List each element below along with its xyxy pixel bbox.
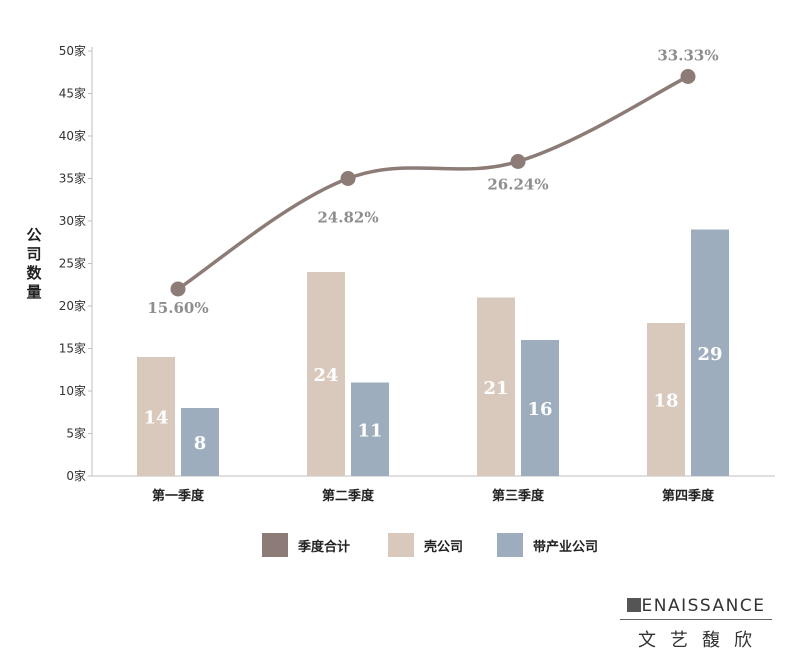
bar-industry-value-label: 29 xyxy=(697,344,722,365)
legend-swatch-industry xyxy=(497,533,523,557)
x-tick-label: 第三季度 xyxy=(492,488,545,504)
bar-industry xyxy=(521,340,559,476)
chart-labels: 14 8 24 11 21 16 18 29 15.60% 24.82% 26.24% 33.33% xyxy=(143,47,722,455)
brand-english: ENAISSANCE xyxy=(616,596,776,616)
y-tick-label: 35家 xyxy=(59,171,86,186)
brand-logo: ENAISSANCE 文艺馥欣 xyxy=(616,596,776,652)
brand-r-mark xyxy=(626,598,641,612)
y-tick-label: 5家 xyxy=(66,426,86,441)
bar-industry-value-label: 11 xyxy=(357,420,382,441)
bar-industry-value-label: 16 xyxy=(527,399,552,420)
bar-shell xyxy=(307,272,345,476)
y-tick-label: 25家 xyxy=(59,256,86,271)
chart-line xyxy=(170,69,696,297)
x-tick-label: 第四季度 xyxy=(662,488,715,504)
legend-swatch-total xyxy=(262,533,288,557)
brand-chinese: 文艺馥欣 xyxy=(638,630,766,651)
total-point xyxy=(170,281,186,297)
total-line xyxy=(177,74,689,291)
bar-industry xyxy=(181,408,219,476)
legend-label-industry: 带产业公司 xyxy=(533,540,599,555)
legend-label-shell: 壳公司 xyxy=(424,540,464,555)
total-percent-label: 26.24% xyxy=(487,176,548,194)
bar-shell xyxy=(477,297,515,476)
x-tick-label: 第二季度 xyxy=(322,488,375,504)
bar-shell xyxy=(647,323,685,476)
y-tick-label: 30家 xyxy=(59,213,86,228)
chart-bars xyxy=(137,229,729,476)
legend: 季度合计 壳公司 带产业公司 xyxy=(0,532,800,558)
bar-industry-value-label: 8 xyxy=(194,433,207,454)
y-tick-label: 45家 xyxy=(59,86,86,101)
bar-shell-value-label: 18 xyxy=(653,391,678,412)
bar-industry xyxy=(351,382,389,476)
bar-shell-value-label: 14 xyxy=(143,408,168,429)
total-point xyxy=(340,171,356,186)
brand-divider xyxy=(620,619,772,620)
total-point xyxy=(680,69,696,84)
legend-label-total: 季度合计 xyxy=(298,540,351,555)
y-tick-label: 10家 xyxy=(59,383,86,398)
bar-shell xyxy=(137,357,175,476)
total-percent-label: 24.82% xyxy=(317,209,378,227)
y-tick-label: 0家 xyxy=(66,468,86,483)
total-percent-label: 15.60% xyxy=(147,299,208,317)
y-tick-label: 15家 xyxy=(59,341,86,356)
y-tick-label: 50家 xyxy=(59,43,86,58)
x-tick-label: 第一季度 xyxy=(152,488,205,504)
y-axis-label: 公司数量 xyxy=(26,226,42,301)
bar-shell-value-label: 21 xyxy=(483,378,508,399)
y-tick-label: 40家 xyxy=(59,128,86,143)
total-percent-label: 33.33% xyxy=(657,47,718,65)
total-point xyxy=(510,154,526,169)
legend-swatch-shell xyxy=(388,533,414,557)
bar-shell-value-label: 24 xyxy=(313,365,338,386)
brand-en-text: ENAISSANCE xyxy=(641,596,766,616)
y-tick-label: 20家 xyxy=(59,298,86,313)
bar-industry xyxy=(691,229,729,476)
